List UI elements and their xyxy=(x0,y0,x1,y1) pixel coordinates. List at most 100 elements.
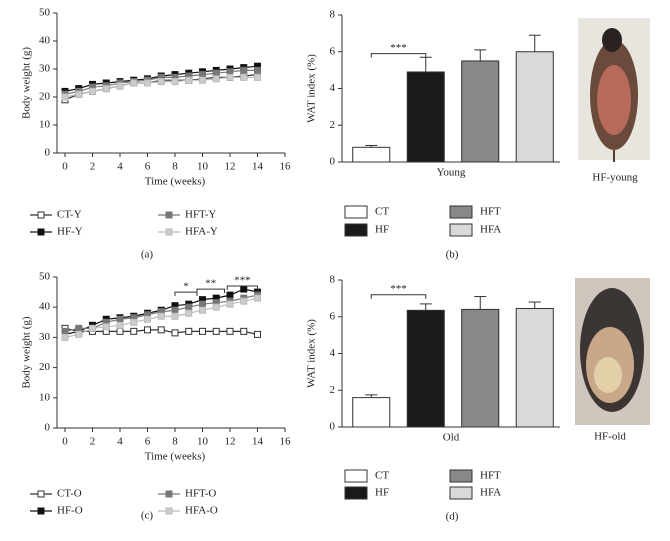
y-tick-label: 40 xyxy=(39,301,51,313)
data-point xyxy=(171,329,179,337)
x-tick-label: 0 xyxy=(62,436,68,448)
data-point xyxy=(130,79,138,87)
panel-label: (c) xyxy=(141,510,154,522)
data-point xyxy=(185,309,193,317)
data-point xyxy=(240,66,248,74)
data-point xyxy=(185,76,193,84)
data-point xyxy=(199,327,206,335)
data-point xyxy=(144,315,151,323)
significance-bracket xyxy=(370,294,427,299)
legend-swatch xyxy=(344,205,368,219)
significance-label: *** xyxy=(234,275,251,287)
legend-marker xyxy=(165,228,173,236)
significance-label: ** xyxy=(205,278,216,290)
legend-label: HFA xyxy=(480,487,501,499)
y-tick-label: 4 xyxy=(330,347,336,359)
data-point xyxy=(199,76,206,84)
data-point xyxy=(240,297,248,305)
data-point xyxy=(254,330,261,338)
panel-label: (b) xyxy=(446,249,459,261)
legend-label: CT-O xyxy=(57,488,82,500)
legend-swatch xyxy=(344,486,368,500)
x-tick-label: 8 xyxy=(172,161,178,173)
x-tick-label: 0 xyxy=(62,161,68,173)
y-tick-label: 6 xyxy=(330,45,336,57)
data-point xyxy=(226,291,234,299)
legend-label: CT xyxy=(375,470,389,482)
legend-marker xyxy=(37,211,45,219)
data-point xyxy=(89,324,96,332)
photo-caption: HF-old xyxy=(594,431,626,443)
x-tick-label: 4 xyxy=(117,161,123,173)
legend-label: HFT xyxy=(480,470,501,482)
legend-marker xyxy=(165,490,173,498)
significance-bracket xyxy=(174,291,198,297)
significance-bracket xyxy=(196,288,225,294)
legend-swatch xyxy=(344,469,368,483)
y-tick-label: 2 xyxy=(330,119,336,131)
data-point xyxy=(157,326,165,334)
x-tick-label: 12 xyxy=(225,161,236,173)
x-axis-title: Young xyxy=(437,167,466,179)
data-point xyxy=(226,300,234,308)
data-point xyxy=(171,312,179,320)
significance-bracket xyxy=(370,53,427,58)
data-point xyxy=(116,82,124,90)
data-point xyxy=(144,326,151,334)
y-tick-label: 0 xyxy=(330,421,336,433)
data-point xyxy=(61,93,69,101)
data-point xyxy=(240,285,248,293)
data-point xyxy=(157,312,165,320)
data-point xyxy=(212,69,220,77)
y-tick-label: 40 xyxy=(39,35,51,47)
y-axis-title: Body weight (g) xyxy=(21,316,33,388)
data-point xyxy=(171,306,179,314)
data-point xyxy=(61,333,69,341)
y-tick-label: 4 xyxy=(330,82,336,94)
data-point xyxy=(212,75,220,83)
bar xyxy=(515,307,554,428)
y-tick-label: 20 xyxy=(39,361,51,373)
data-point xyxy=(240,327,248,335)
x-axis-title: Time (weeks) xyxy=(145,176,206,188)
data-point xyxy=(185,327,193,335)
legend-label: HFT-Y xyxy=(185,209,216,221)
legend-swatch xyxy=(449,205,473,219)
data-point xyxy=(212,327,220,335)
data-point xyxy=(75,324,83,332)
y-tick-label: 30 xyxy=(39,331,51,343)
legend-swatch xyxy=(344,223,368,237)
data-point xyxy=(199,306,206,314)
data-point xyxy=(61,327,69,335)
y-tick-label: 0 xyxy=(45,422,51,434)
legend-marker xyxy=(165,507,173,515)
x-tick-label: 10 xyxy=(197,161,209,173)
legend-marker xyxy=(165,211,173,219)
significance-label: *** xyxy=(390,283,407,295)
photo-old xyxy=(575,278,650,425)
y-tick-label: 0 xyxy=(330,156,336,168)
x-tick-label: 2 xyxy=(90,436,96,448)
x-axis-title: Old xyxy=(443,432,460,444)
significance-label: * xyxy=(183,281,189,293)
data-point xyxy=(199,300,206,308)
y-tick-label: 10 xyxy=(39,391,51,403)
legend-label: HFA xyxy=(480,224,501,236)
y-tick-label: 8 xyxy=(330,9,336,21)
legend-marker xyxy=(37,490,45,498)
y-tick-label: 50 xyxy=(39,7,51,19)
y-tick-label: 10 xyxy=(39,119,51,131)
data-point xyxy=(240,73,248,81)
y-tick-label: 2 xyxy=(330,384,336,396)
legend-swatch xyxy=(449,223,473,237)
photo-caption: HF-young xyxy=(592,172,638,184)
legend-label: HFT-O xyxy=(185,488,216,500)
x-tick-label: 2 xyxy=(90,161,96,173)
data-point xyxy=(254,66,261,74)
photo-young xyxy=(578,18,650,162)
data-point xyxy=(75,90,83,98)
data-point xyxy=(116,315,124,323)
bar xyxy=(352,146,391,163)
data-point xyxy=(116,321,124,329)
